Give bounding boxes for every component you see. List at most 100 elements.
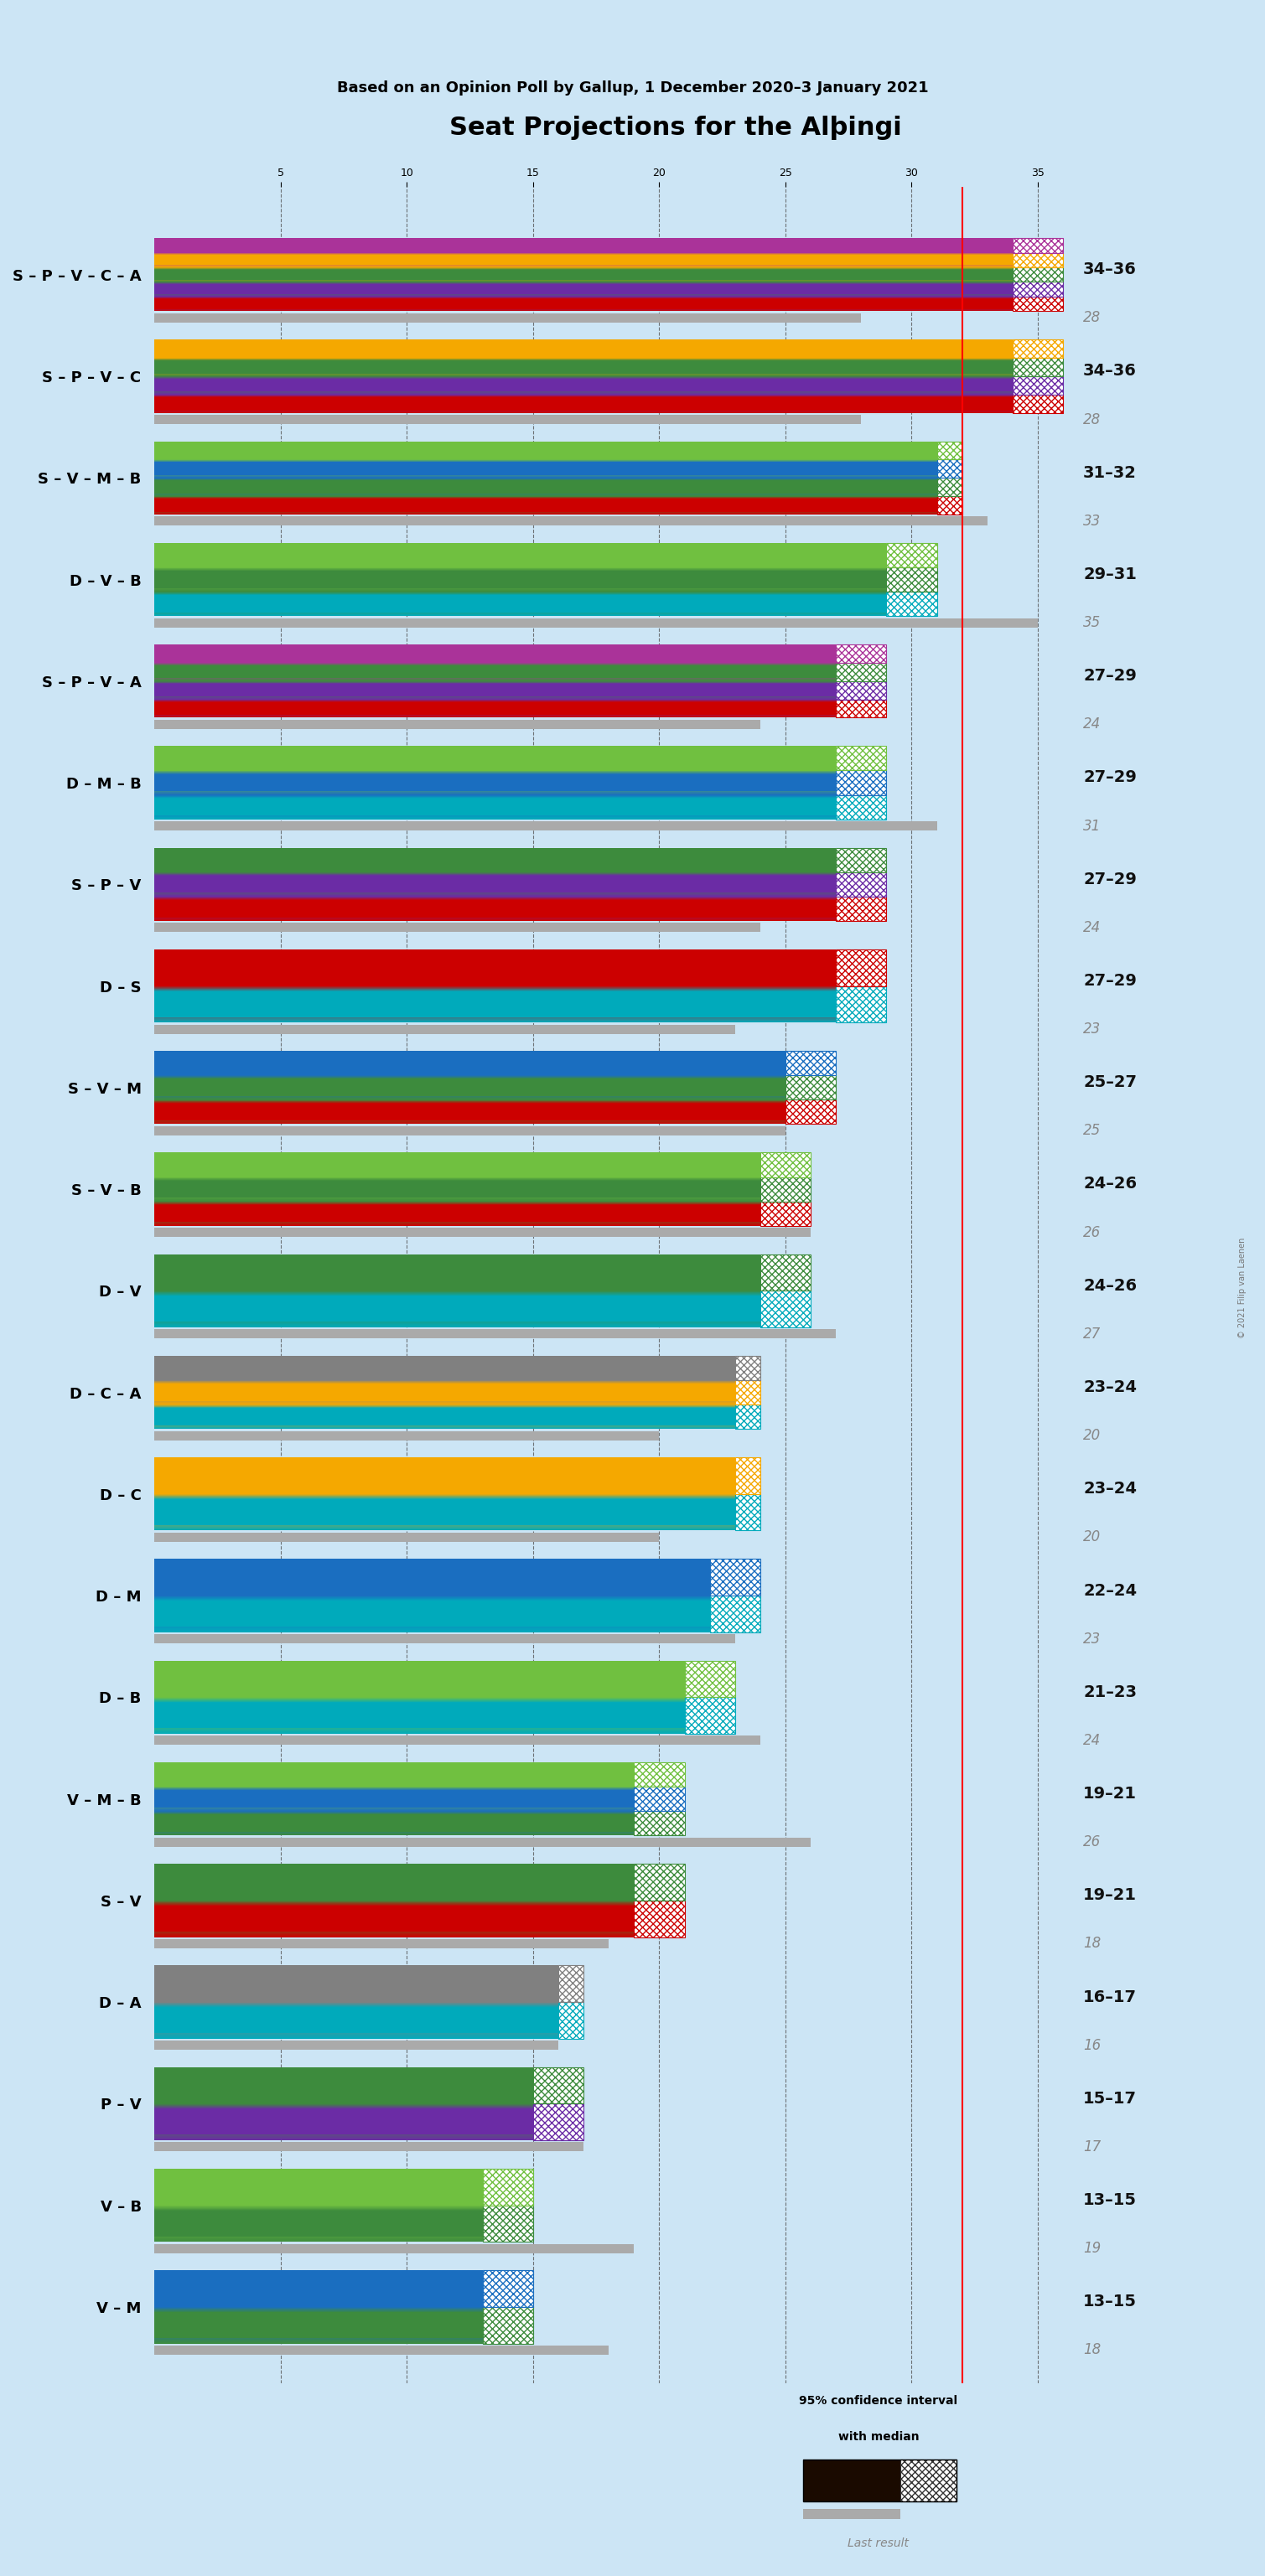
Bar	[558, 1965, 583, 2038]
Bar	[735, 1355, 760, 1430]
Bar	[710, 1558, 760, 1633]
Bar	[684, 1662, 735, 1734]
Text: 25: 25	[1083, 1123, 1101, 1139]
Bar	[937, 440, 963, 515]
Bar	[1012, 252, 1063, 268]
Bar	[154, 1633, 735, 1643]
Bar	[937, 440, 963, 459]
Text: 26: 26	[1083, 1834, 1101, 1850]
Bar	[836, 644, 887, 662]
Text: 24: 24	[1083, 920, 1101, 935]
Bar	[483, 2269, 533, 2308]
Bar	[836, 680, 887, 701]
Bar	[836, 796, 887, 819]
Bar	[1012, 340, 1063, 358]
Text: 16: 16	[1083, 2038, 1101, 2053]
Text: 27: 27	[1083, 1327, 1101, 1342]
Bar	[901, 2460, 956, 2501]
Bar	[735, 1355, 760, 1381]
Text: 13–15: 13–15	[1083, 2192, 1137, 2208]
Text: 18: 18	[1083, 1937, 1101, 1950]
Bar	[154, 822, 937, 829]
Bar	[634, 1865, 684, 1937]
Bar	[154, 314, 861, 322]
Text: 24: 24	[1083, 1734, 1101, 1749]
Bar	[803, 2509, 901, 2522]
Bar	[558, 2002, 583, 2038]
Bar	[154, 1229, 811, 1236]
Bar	[836, 747, 887, 819]
Bar	[735, 1458, 760, 1494]
Text: 21–23: 21–23	[1083, 1685, 1137, 1700]
Bar	[836, 896, 887, 920]
Bar	[760, 1255, 811, 1327]
Text: 34–36: 34–36	[1083, 363, 1137, 379]
Bar	[937, 497, 963, 515]
Bar	[836, 951, 887, 1023]
Text: 20: 20	[1083, 1427, 1101, 1443]
Bar	[1012, 281, 1063, 296]
Bar	[786, 1051, 836, 1074]
Bar	[483, 2169, 533, 2205]
Bar	[836, 951, 887, 987]
Text: 95% confidence interval: 95% confidence interval	[799, 2396, 958, 2406]
Bar	[634, 1788, 684, 1811]
Bar	[1012, 394, 1063, 412]
Bar	[154, 515, 987, 526]
Bar	[901, 2460, 956, 2501]
Bar	[710, 1595, 760, 1633]
Bar	[786, 1074, 836, 1100]
Bar	[634, 1811, 684, 1837]
Bar	[634, 1762, 684, 1788]
Bar	[1012, 237, 1063, 252]
Bar	[760, 1151, 811, 1177]
Bar	[710, 1558, 760, 1595]
Text: 33: 33	[1083, 513, 1101, 528]
Bar	[786, 1100, 836, 1123]
Bar	[735, 1458, 760, 1530]
Bar	[760, 1151, 811, 1226]
Bar	[154, 1736, 760, 1744]
Bar	[684, 1662, 735, 1698]
Bar	[154, 415, 861, 425]
Bar	[836, 747, 887, 770]
Bar	[735, 1494, 760, 1530]
Bar	[558, 1965, 583, 2002]
Bar	[887, 592, 937, 616]
Text: 24–26: 24–26	[1083, 1177, 1137, 1193]
Bar	[154, 1940, 608, 1947]
Text: 20: 20	[1083, 1530, 1101, 1546]
Bar	[836, 770, 887, 796]
Bar	[1012, 376, 1063, 394]
Bar	[836, 644, 887, 719]
Bar	[154, 2244, 634, 2254]
Bar	[836, 662, 887, 680]
Text: 28: 28	[1083, 412, 1101, 428]
Bar	[154, 2347, 608, 2354]
Text: 27–29: 27–29	[1083, 871, 1137, 886]
Bar	[154, 1126, 786, 1136]
Bar	[684, 1698, 735, 1734]
Text: with median: with median	[837, 2432, 918, 2442]
Bar	[154, 2040, 558, 2050]
Bar	[483, 2205, 533, 2241]
Bar	[836, 987, 887, 1023]
Text: 16–17: 16–17	[1083, 1989, 1137, 2004]
Bar	[760, 1200, 811, 1226]
Bar	[887, 544, 937, 616]
Text: 27–29: 27–29	[1083, 667, 1137, 685]
Text: 23: 23	[1083, 1023, 1101, 1036]
Text: 24–26: 24–26	[1083, 1278, 1137, 1293]
Bar	[836, 701, 887, 719]
Text: Based on an Opinion Poll by Gallup, 1 December 2020–3 January 2021: Based on an Opinion Poll by Gallup, 1 De…	[336, 80, 929, 95]
Text: 13–15: 13–15	[1083, 2293, 1137, 2311]
Bar	[887, 567, 937, 592]
Bar	[937, 479, 963, 497]
Bar	[937, 459, 963, 479]
Text: 28: 28	[1083, 309, 1101, 325]
Text: 22–24: 22–24	[1083, 1582, 1137, 1600]
Text: 15–17: 15–17	[1083, 2092, 1137, 2107]
Bar	[533, 2105, 583, 2141]
Text: 34–36: 34–36	[1083, 263, 1137, 278]
Text: 19: 19	[1083, 2241, 1101, 2257]
